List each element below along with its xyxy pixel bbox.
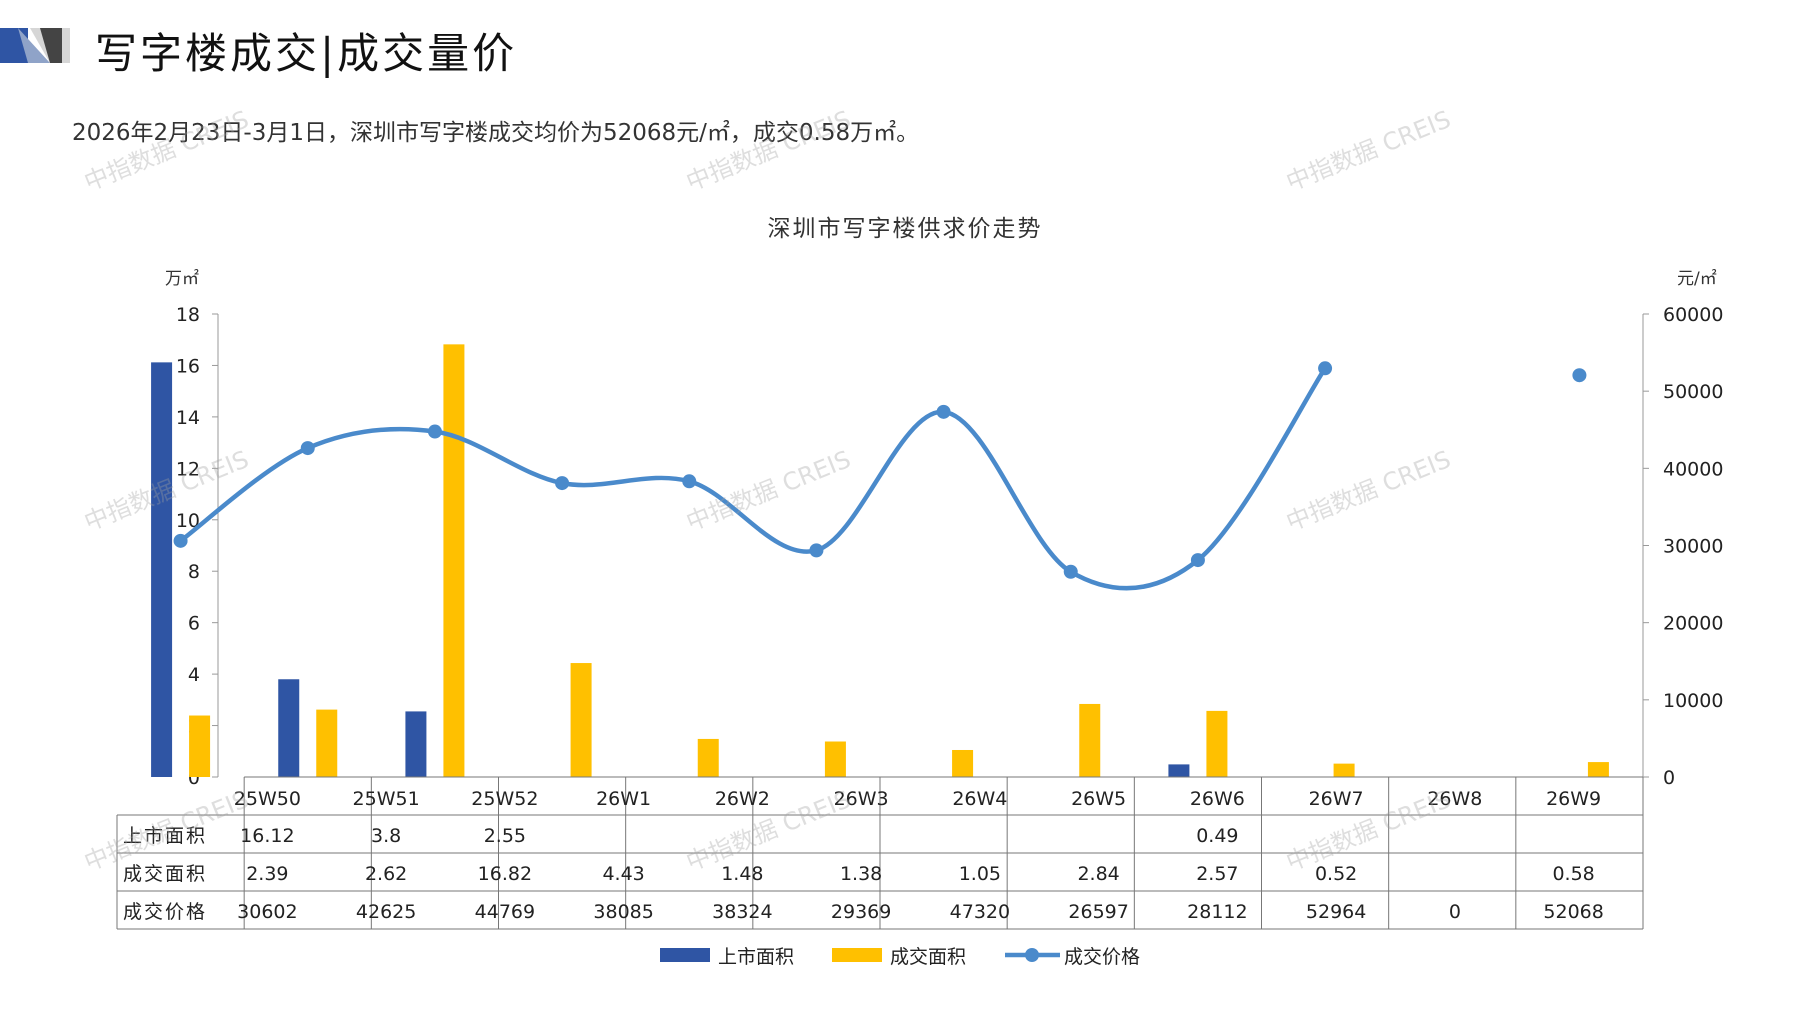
table-cell-value: 38324 (712, 901, 772, 923)
table-cell-value: 0 (1449, 901, 1461, 923)
legend-swatch-price-marker (1025, 948, 1039, 962)
y-right-tick-label: 60000 (1663, 304, 1723, 326)
price-point (1318, 361, 1333, 376)
chart-title: 深圳市写字楼供求价走势 (768, 216, 1043, 242)
title-logo-icon (0, 28, 70, 63)
deal-bar (697, 738, 719, 777)
deal-bar (443, 344, 465, 777)
y-left-tick-label: 16 (176, 355, 200, 377)
table-cell-value: 30602 (237, 901, 297, 923)
summary-text: 2026年2月23日-3月1日，深圳市写字楼成交均价为52068元/㎡，成交0.… (72, 120, 920, 146)
table-cell-value: 16.82 (478, 863, 532, 885)
price-point (809, 543, 824, 558)
table-cell-value: 0.52 (1315, 863, 1357, 885)
table-cell-value: 29369 (831, 901, 891, 923)
price-point (682, 474, 697, 489)
y-left-tick-label: 4 (188, 664, 200, 686)
x-category-label: 26W5 (1071, 788, 1126, 810)
table-cell-value: 47320 (950, 901, 1010, 923)
x-category-label: 26W6 (1190, 788, 1245, 810)
price-point (1572, 368, 1587, 383)
supply-bar (151, 362, 173, 777)
x-category-label: 25W51 (353, 788, 420, 810)
x-category-label: 26W1 (596, 788, 651, 810)
x-category-label: 26W4 (952, 788, 1007, 810)
deal-bar (1333, 763, 1355, 777)
table-cell-value: 2.84 (1077, 863, 1119, 885)
y-right-tick-label: 0 (1663, 767, 1675, 789)
y-left-tick-label: 8 (188, 561, 200, 583)
table-cell-value: 38085 (593, 901, 653, 923)
legend-swatch-supply (660, 948, 710, 962)
table-cell-value: 0.58 (1552, 863, 1594, 885)
table-cell-value: 1.05 (959, 863, 1001, 885)
y-left-tick-label: 18 (176, 304, 200, 326)
table-cell-value: 16.12 (240, 825, 294, 847)
legend-label-deal: 成交面积 (890, 946, 966, 968)
deal-bar (316, 709, 338, 777)
x-category-label: 26W2 (715, 788, 770, 810)
deal-bar (1587, 762, 1609, 777)
y-left-tick-label: 14 (176, 407, 200, 429)
x-category-label: 26W9 (1546, 788, 1601, 810)
page-title: 写字楼成交|成交量价 (95, 29, 518, 78)
table-cell-value: 44769 (475, 901, 535, 923)
legend-swatch-deal (832, 948, 882, 962)
legend-label-price: 成交价格 (1064, 946, 1140, 968)
deal-bar (952, 749, 974, 777)
y-right-unit-label: 元/㎡ (1677, 269, 1717, 289)
table-cell-value: 1.48 (721, 863, 763, 885)
y-right-tick-label: 30000 (1663, 536, 1723, 558)
table-cell-value: 52964 (1306, 901, 1366, 923)
table-cell-value: 26597 (1068, 901, 1128, 923)
y-right-tick-label: 20000 (1663, 613, 1723, 635)
supply-bar (1168, 764, 1190, 777)
table-cell-value: 3.8 (371, 825, 401, 847)
y-left-tick-label: 6 (188, 613, 200, 635)
deal-bar (189, 715, 211, 777)
table-cell-value: 2.39 (246, 863, 288, 885)
deal-bar (824, 741, 846, 777)
x-category-label: 26W8 (1427, 788, 1482, 810)
supply-bar (278, 679, 300, 777)
y-right-tick-label: 40000 (1663, 458, 1723, 480)
price-point (555, 476, 570, 491)
table-row-header: 成交面积 (123, 863, 207, 885)
x-category-label: 26W3 (834, 788, 889, 810)
price-point (173, 533, 188, 548)
deal-bar (570, 663, 592, 777)
y-right-tick-label: 50000 (1663, 381, 1723, 403)
table-cell-value: 1.38 (840, 863, 882, 885)
x-category-label: 25W52 (471, 788, 538, 810)
table-cell-value: 42625 (356, 901, 416, 923)
y-left-tick-label: 12 (176, 458, 200, 480)
price-series-line (179, 367, 1327, 591)
y-right-tick-label: 10000 (1663, 690, 1723, 712)
deal-bar (1206, 710, 1228, 777)
x-category-label: 26W7 (1309, 788, 1364, 810)
table-row-header: 上市面积 (123, 825, 207, 847)
table-cell-value: 2.62 (365, 863, 407, 885)
price-point (300, 441, 315, 456)
y-left-unit-label: 万㎡ (165, 269, 199, 289)
price-point (1190, 553, 1205, 568)
table-cell-value: 4.43 (602, 863, 644, 885)
deal-bar (1079, 703, 1101, 777)
table-row-header: 成交价格 (123, 901, 207, 923)
price-point (936, 404, 951, 419)
y-left-tick-label: 10 (176, 510, 200, 532)
price-point (427, 424, 442, 439)
table-cell-value: 28112 (1187, 901, 1247, 923)
table-cell-value: 2.57 (1196, 863, 1238, 885)
supply-bar (405, 711, 427, 777)
table-cell-value: 2.55 (484, 825, 526, 847)
price-point (1063, 564, 1078, 579)
table-cell-value: 0.49 (1196, 825, 1238, 847)
x-category-label: 25W50 (234, 788, 301, 810)
legend-label-supply: 上市面积 (718, 946, 794, 968)
table-cell-value: 52068 (1543, 901, 1603, 923)
